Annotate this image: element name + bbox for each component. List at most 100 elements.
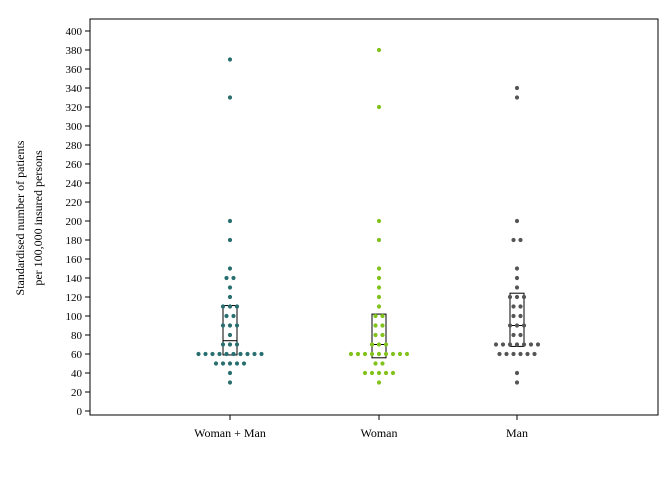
data-point [376, 342, 382, 347]
data-point [532, 351, 537, 357]
data-point [234, 304, 240, 309]
y-tick-label: 360 [66, 64, 83, 76]
data-point [535, 342, 541, 347]
data-point [373, 361, 378, 366]
y-tick-label: 20 [71, 387, 83, 399]
data-point [511, 313, 516, 319]
data-point [234, 323, 240, 328]
data-point [355, 351, 361, 357]
y-tick-label: 200 [66, 216, 83, 228]
y-tick-label: 60 [71, 349, 83, 361]
data-point [514, 380, 520, 385]
y-tick-label: 380 [66, 45, 83, 57]
data-point [376, 218, 382, 224]
data-point [514, 95, 520, 100]
box-iqr [509, 292, 525, 347]
data-point [383, 370, 389, 376]
data-point [373, 332, 378, 338]
data-point [504, 351, 509, 357]
x-category-label: Woman + Man [194, 426, 266, 440]
data-point [518, 304, 523, 309]
y-tick-label: 0 [77, 406, 83, 418]
data-point [511, 304, 516, 309]
y-axis-title-line-1: Standardised number of patients [13, 140, 27, 295]
data-point [511, 351, 516, 357]
data-point [227, 285, 233, 290]
data-point [203, 351, 208, 357]
data-point [376, 275, 382, 281]
y-tick-label: 300 [66, 121, 83, 133]
y-tick-label: 180 [66, 235, 83, 247]
data-point [369, 370, 375, 376]
data-point [227, 342, 233, 347]
data-point [514, 275, 520, 281]
data-point [227, 323, 233, 328]
data-point [217, 351, 222, 357]
data-point [227, 218, 233, 224]
data-point [224, 351, 229, 357]
data-point [380, 323, 385, 328]
y-tick-label: 160 [66, 254, 83, 266]
series-group [348, 47, 410, 385]
data-point [362, 351, 368, 357]
data-point [511, 332, 516, 338]
data-point [224, 275, 229, 281]
y-axis: 0 20 40 60 80 100 120 140 160 180 200 220 240 260 280 3… [66, 26, 90, 418]
series-group [493, 85, 541, 385]
data-point [227, 370, 233, 376]
data-point [227, 294, 233, 300]
data-point [220, 304, 226, 309]
data-point [245, 351, 250, 357]
y-tick-label: 340 [66, 83, 83, 95]
data-point [493, 342, 499, 347]
data-point [234, 361, 240, 366]
data-point [507, 323, 513, 328]
y-tick-label: 40 [71, 368, 83, 380]
data-point [514, 294, 520, 300]
data-point [231, 351, 236, 357]
x-axis: Woman + Man Woman Man [194, 415, 528, 440]
data-point [525, 351, 530, 357]
data-point [518, 351, 523, 357]
data-point [521, 294, 527, 300]
series-layer [196, 47, 541, 385]
data-point [514, 85, 520, 91]
data-point [362, 370, 368, 376]
data-point [348, 351, 354, 357]
data-point [521, 323, 527, 328]
data-point [227, 361, 233, 366]
data-point [376, 104, 382, 110]
data-point [213, 361, 219, 366]
data-point [380, 361, 385, 366]
box-iqr [222, 305, 238, 356]
data-point [514, 323, 520, 328]
data-point [528, 342, 534, 347]
box-iqr [371, 313, 387, 359]
data-point [511, 237, 516, 243]
data-point [514, 370, 520, 376]
plot-area-frame [89, 18, 659, 416]
data-point [514, 285, 520, 290]
x-category-label: Woman [360, 426, 397, 440]
data-point [397, 351, 403, 357]
series-group [196, 57, 264, 385]
data-point [376, 370, 382, 376]
data-point [383, 351, 389, 357]
data-point [224, 313, 229, 319]
data-point [210, 351, 215, 357]
data-point [376, 237, 382, 243]
y-tick-label: 120 [66, 292, 83, 304]
data-point [241, 361, 247, 366]
data-point [259, 351, 264, 357]
data-point [373, 323, 378, 328]
data-point [514, 342, 520, 347]
data-point [500, 342, 506, 347]
data-point [514, 218, 520, 224]
data-point [238, 351, 243, 357]
data-point [514, 266, 520, 271]
y-tick-label: 80 [71, 330, 83, 342]
data-point [369, 342, 375, 347]
data-point [369, 351, 375, 357]
